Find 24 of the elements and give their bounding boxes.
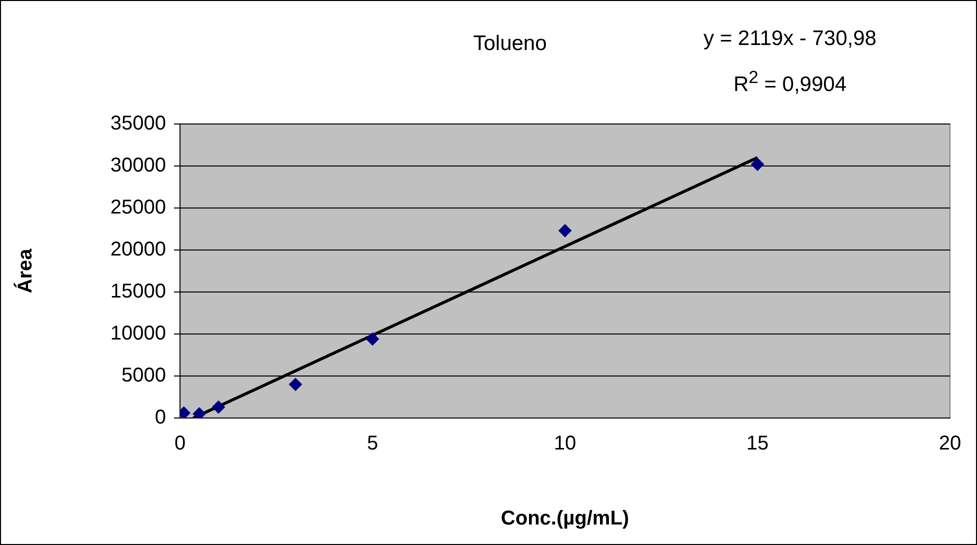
text: R$^{2}$ = 0,9904 (732, 66, 848, 98)
y-tick-label: 15000 (110, 280, 166, 303)
y-axis-title: Área (14, 248, 37, 294)
point (751, 158, 764, 171)
x-tick-label: 0 (174, 432, 186, 455)
point (366, 332, 379, 346)
y-tick-label: 20000 (110, 238, 166, 261)
y-tick-label: 5000 (122, 364, 166, 387)
x-tick-label: 5 (366, 432, 378, 455)
x-tick-label: 20 (938, 432, 962, 455)
y-tick-label: 10000 (110, 322, 166, 345)
point (212, 400, 225, 414)
y-tick-label: 35000 (110, 112, 166, 135)
point (289, 378, 302, 391)
y-tick-label: 0 (154, 406, 166, 429)
chart-title: Tolueno (472, 32, 548, 56)
x-tick-label: 15 (746, 432, 769, 455)
point (558, 224, 572, 238)
text: y = 2119x - 730,98 (702, 26, 878, 52)
point (192, 407, 206, 418)
x-axis-title: Conc.(µg/mL) (500, 508, 630, 530)
y-tick-label: 30000 (110, 154, 166, 177)
x-tick-label: 10 (554, 432, 576, 455)
y-tick-label: 25000 (110, 196, 166, 219)
